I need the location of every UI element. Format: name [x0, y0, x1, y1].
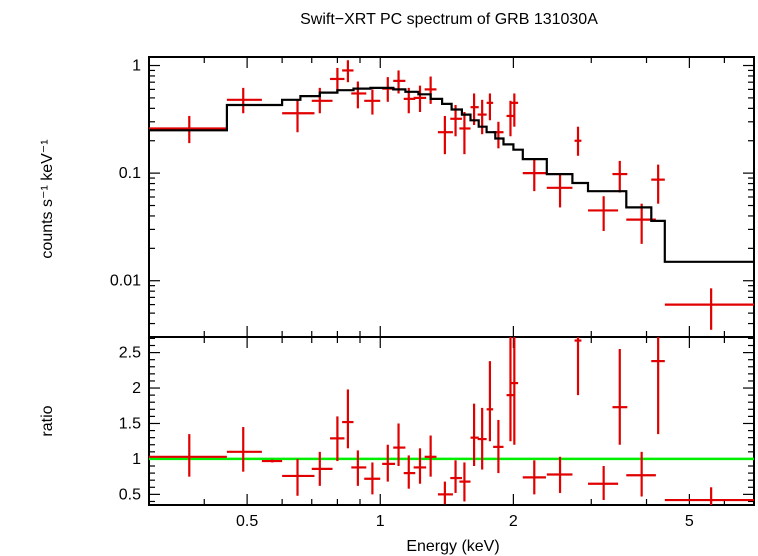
data-point	[588, 196, 619, 231]
data-point	[311, 451, 333, 486]
data-point	[612, 349, 628, 445]
data-point	[522, 460, 546, 495]
data-point	[477, 407, 487, 470]
data-point	[351, 81, 367, 109]
data-point	[546, 174, 573, 208]
model-step-line	[149, 86, 754, 263]
data-point	[506, 337, 515, 442]
data-point	[364, 89, 381, 115]
y-tick-label: 1.5	[119, 415, 141, 432]
data-point	[330, 416, 345, 462]
data-point	[486, 93, 494, 121]
data-point	[450, 460, 462, 493]
data-point	[506, 100, 515, 137]
data-point	[651, 164, 665, 204]
data-point	[626, 451, 656, 497]
data-point	[282, 458, 315, 496]
data-point	[437, 115, 453, 155]
data-point	[403, 455, 416, 489]
data-point	[612, 160, 628, 193]
data-point	[226, 87, 262, 114]
data-point	[351, 450, 367, 486]
data-point	[261, 459, 283, 463]
data-point	[574, 126, 582, 156]
data-point	[282, 99, 315, 133]
data-point	[459, 462, 471, 502]
data-point	[342, 389, 354, 449]
ratio-panel: 0.5 1 2 5 0.5 1 1.5 2 2.5	[119, 336, 755, 530]
x-tick-label: 0.5	[236, 513, 258, 530]
data-point	[437, 481, 453, 505]
data-point	[651, 337, 665, 435]
data-point	[664, 288, 754, 330]
data-point	[226, 427, 262, 472]
data-point	[364, 462, 381, 495]
y-tick-label: 0.01	[110, 273, 141, 290]
x-tick-label: 5	[685, 513, 694, 530]
y-tick-label: 1	[132, 451, 141, 468]
x-tick-label: 1	[376, 513, 385, 530]
data-point	[511, 93, 519, 127]
data-point	[477, 99, 487, 135]
y-tick-label: 2.5	[119, 345, 141, 362]
y-tick-label: 1	[132, 58, 141, 75]
data-point	[588, 466, 619, 501]
data-point	[424, 435, 437, 477]
data-point	[511, 337, 519, 445]
data-point	[522, 159, 546, 192]
x-tick-label: 2	[509, 513, 518, 530]
data-point	[149, 434, 227, 477]
data-point	[459, 111, 471, 155]
data-point	[413, 448, 427, 484]
data-point	[486, 361, 494, 442]
y-tick-label: 2	[132, 380, 141, 397]
data-point	[413, 85, 427, 112]
data-point	[546, 456, 573, 493]
data-point	[382, 444, 396, 482]
spectrum-panel: 1 0.1 0.01	[110, 56, 755, 338]
spectrum-y-axis-label: counts s⁻¹ keV⁻¹	[39, 139, 56, 258]
data-point	[493, 419, 504, 474]
data-point	[330, 67, 345, 92]
data-point	[470, 403, 479, 467]
chart-title: Swift−XRT PC spectrum of GRB 131030A	[300, 11, 598, 28]
ratio-y-axis-label: ratio	[39, 405, 56, 436]
x-axis-label: Energy (keV)	[406, 538, 499, 555]
data-point	[574, 337, 582, 396]
y-tick-label: 0.1	[119, 165, 141, 182]
plot-frame	[148, 336, 755, 506]
data-point	[393, 423, 406, 467]
y-tick-label: 0.5	[119, 486, 141, 503]
data-point	[342, 60, 354, 83]
data-point	[664, 487, 754, 505]
